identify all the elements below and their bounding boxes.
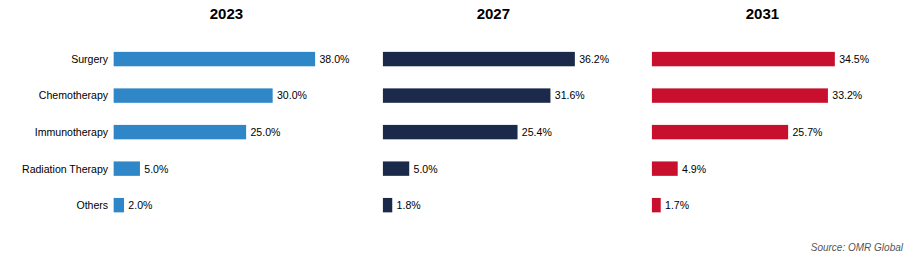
svg-text:5.0%: 5.0% xyxy=(144,162,169,174)
svg-text:38.0%: 38.0% xyxy=(319,53,350,65)
svg-text:25.7%: 25.7% xyxy=(792,126,823,138)
svg-text:4.9%: 4.9% xyxy=(682,162,707,174)
svg-text:31.6%: 31.6% xyxy=(555,89,586,101)
svg-text:30.0%: 30.0% xyxy=(277,89,308,101)
html-text:2023: 2023 xyxy=(209,5,244,22)
svg-text:Surgery: Surgery xyxy=(71,53,109,65)
svg-text:2.0%: 2.0% xyxy=(128,199,153,211)
svg-text:34.5%: 34.5% xyxy=(839,53,870,65)
svg-text:Immunotherapy: Immunotherapy xyxy=(35,126,109,138)
svg-text:1.8%: 1.8% xyxy=(396,199,421,211)
svg-text:25.0%: 25.0% xyxy=(250,126,281,138)
html-text:2031: 2031 xyxy=(745,5,780,22)
svg-text:5.0%: 5.0% xyxy=(413,162,438,174)
svg-text:25.4%: 25.4% xyxy=(522,126,553,138)
html-text:Source: OMR Global: Source: OMR Global xyxy=(810,242,903,254)
svg-text:Chemotherapy: Chemotherapy xyxy=(39,89,109,101)
html-text:2027: 2027 xyxy=(476,5,510,22)
svg-text:Radiation Therapy: Radiation Therapy xyxy=(22,162,109,174)
svg-text:36.2%: 36.2% xyxy=(579,53,610,65)
svg-text:1.7%: 1.7% xyxy=(665,199,690,211)
svg-text:Others: Others xyxy=(76,199,108,211)
svg-text:33.2%: 33.2% xyxy=(832,89,863,101)
